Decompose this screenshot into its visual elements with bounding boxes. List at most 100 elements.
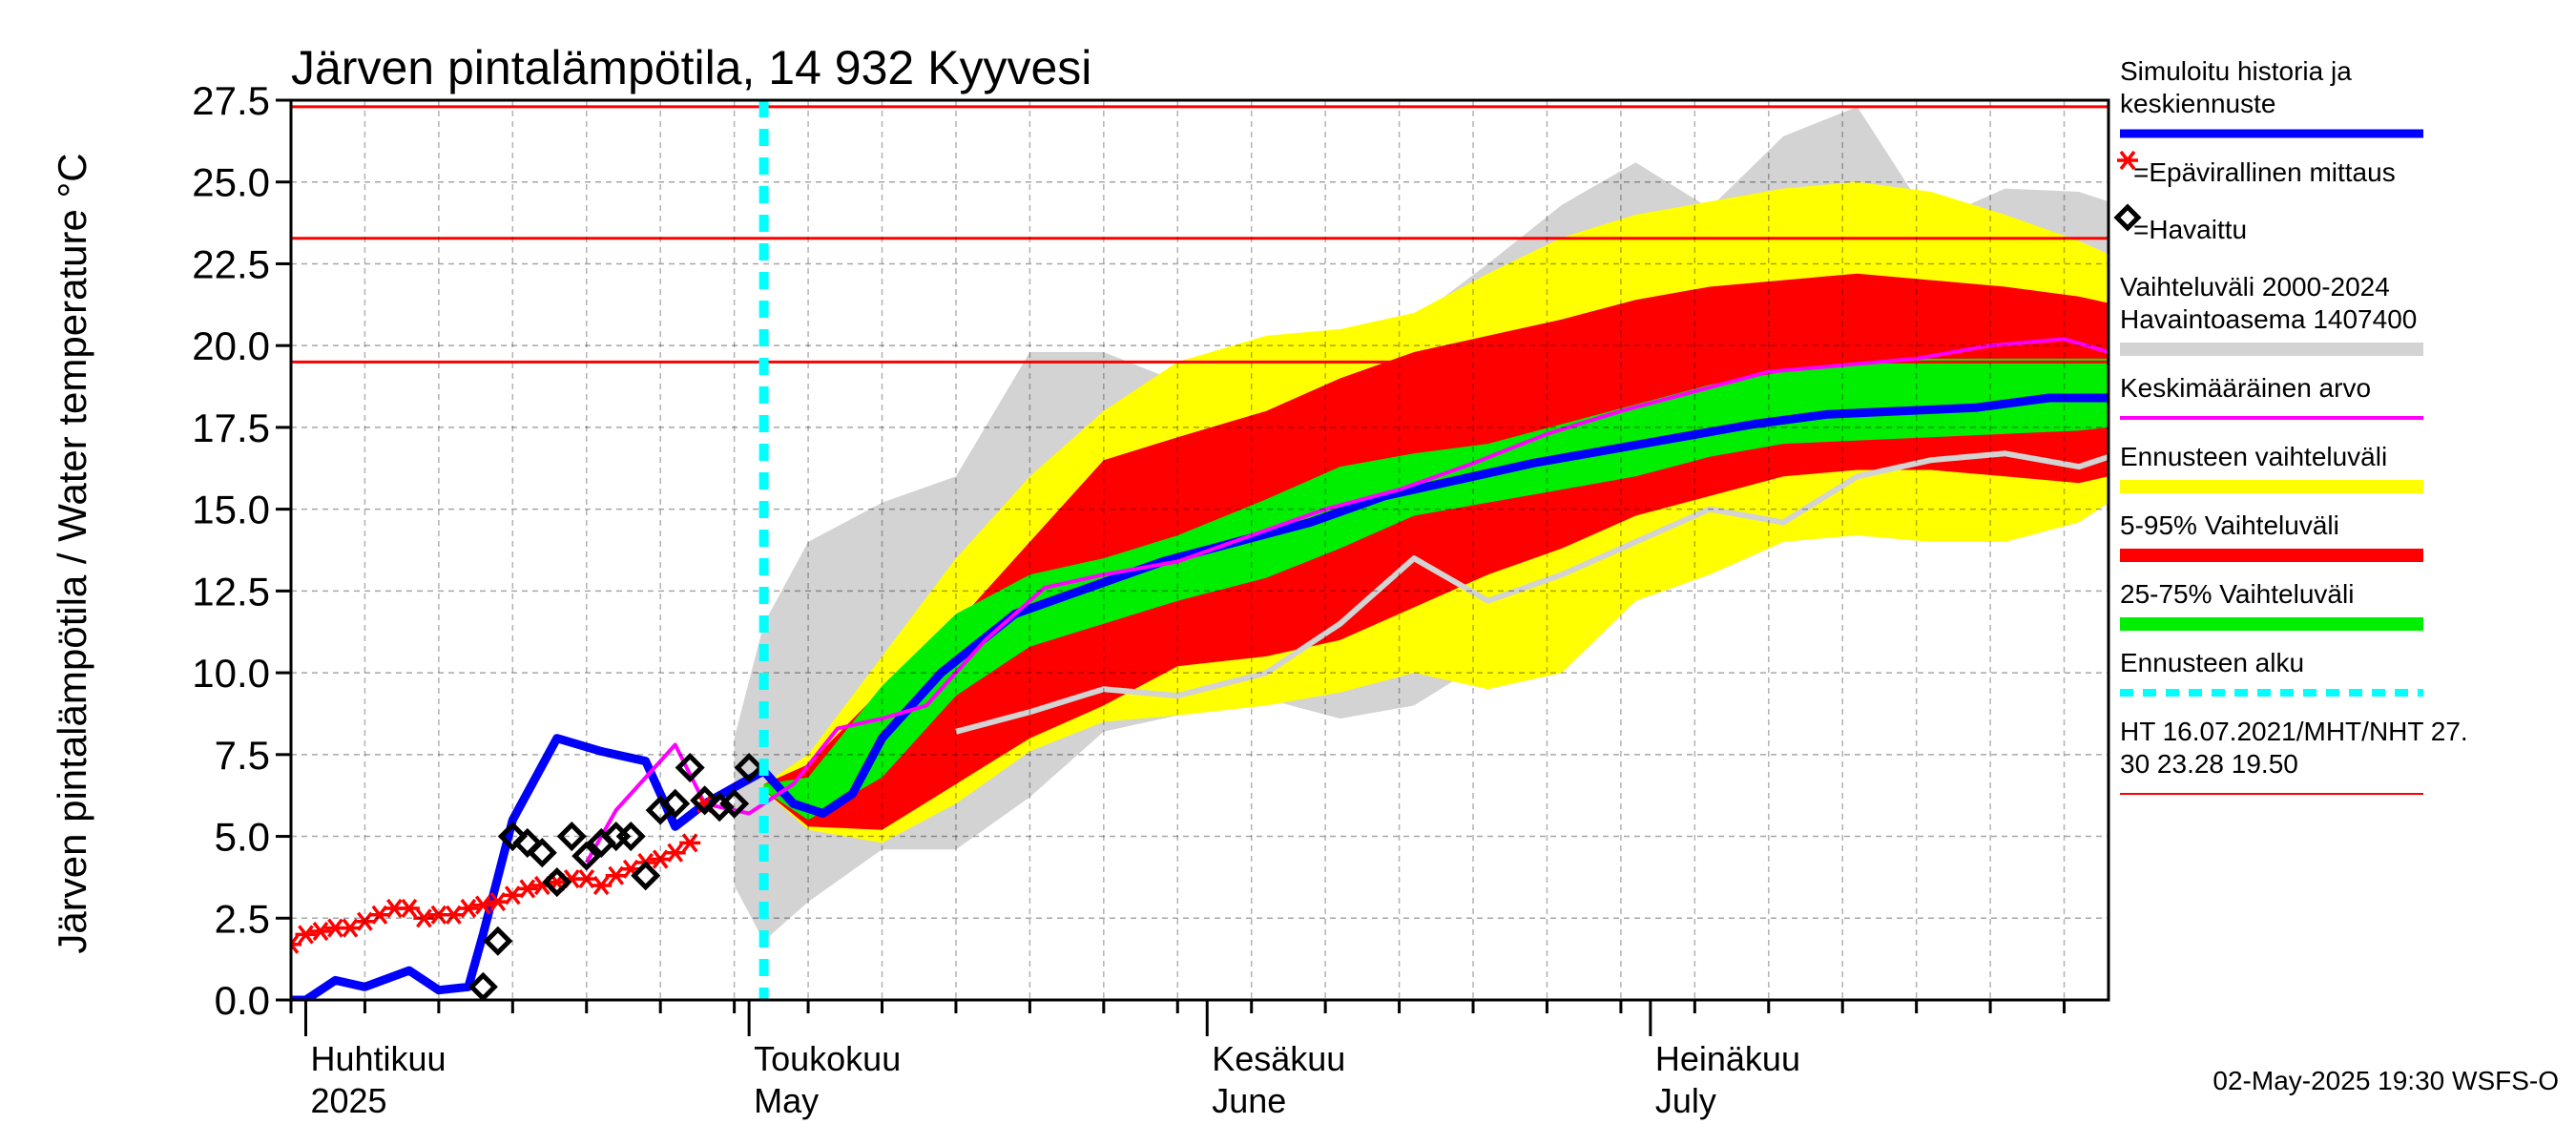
y-tick-label: 12.5 (192, 569, 270, 614)
legend-item-ht-16-07-2021-mht-nht-27-30-23-28-19-50: HT 16.07.2021/MHT/NHT 27. 30 23.28 19.50 (2120, 717, 2468, 795)
chart-title: Järven pintalämpötila, 14 932 Kyyvesi (291, 41, 1091, 94)
legend-item-vaihteluv-li-2000-2024-havaintoasema-1407400: Vaihteluväli 2000-2024 Havaintoasema 140… (2120, 272, 2423, 356)
legend-label: Vaihteluväli 2000-2024 (2120, 272, 2390, 302)
diamond-point (734, 752, 764, 783)
legend-label: Havaintoasema 1407400 (2120, 304, 2417, 334)
asterisk-point (516, 879, 538, 899)
legend-item-ennusteen-alku: Ennusteen alku (2120, 648, 2423, 697)
x-month-label: Toukokuu (754, 1039, 901, 1078)
asterisk-point (591, 875, 613, 896)
asterisk-stroke (401, 898, 418, 919)
x-month-sublabel: July (1655, 1081, 1716, 1120)
diamond-point (571, 841, 602, 871)
asterisk-stroke (386, 898, 403, 919)
legend-label: 30 23.28 19.50 (2120, 749, 2298, 779)
diamond-point (483, 926, 513, 956)
diamond-point (675, 752, 705, 783)
asterisk-stroke (578, 869, 595, 889)
diamond-point (512, 827, 543, 858)
legend-label: =Havaittu (2133, 215, 2247, 244)
y-tick-label: 10.0 (192, 651, 270, 696)
asterisk-point (664, 843, 686, 863)
x-month-label: Huhtikuu (310, 1039, 446, 1078)
line-vaihteluv-li-2000-2024-havaintoasema-1407400-historical-mean-trace (955, 450, 2109, 735)
asterisk-stroke (327, 918, 343, 938)
asterisk-stroke (416, 908, 432, 928)
x-month-sublabel: June (1212, 1081, 1286, 1120)
y-tick-label: 22.5 (192, 241, 270, 286)
legend-label: 5-95% Vaihteluväli (2120, 510, 2339, 540)
asterisk-point (295, 925, 317, 945)
diamond-point (631, 861, 661, 891)
asterisk-stroke (312, 921, 329, 942)
x-month-label: Kesäkuu (1212, 1039, 1345, 1078)
legend-label: =Epävirallinen mittaus (2133, 157, 2396, 187)
markers-havaittu (467, 752, 764, 1000)
legend-label: keskiennuste (2120, 89, 2275, 118)
asterisk-stroke (430, 905, 447, 925)
legend-item-keskim-r-inen-arvo: Keskimääräinen arvo (2120, 373, 2423, 420)
asterisk-stroke (681, 833, 698, 853)
legend-item-5-95-vaihteluv-li: 5-95% Vaihteluväli (2120, 510, 2423, 562)
asterisk-stroke (298, 925, 314, 945)
diamond-point (542, 867, 572, 898)
diamond-point (497, 822, 528, 852)
asterisk-stroke (291, 934, 300, 947)
legend-asterisk-icon (2117, 150, 2138, 171)
asterisk-stroke (2119, 150, 2136, 171)
asterisk-stroke (460, 898, 477, 919)
legend-item-25-75-vaihteluv-li: 25-75% Vaihteluväli (2120, 579, 2423, 631)
legend-label: HT 16.07.2021/MHT/NHT 27. (2120, 717, 2468, 746)
plot-content (291, 105, 2109, 1000)
asterisk-stroke (291, 941, 300, 954)
x-month-label: Heinäkuu (1655, 1039, 1800, 1078)
y-tick-label: 5.0 (215, 815, 270, 860)
asterisk-stroke (519, 879, 536, 899)
legend-label: 25-75% Vaihteluväli (2120, 579, 2354, 609)
legend-item-havaittu: =Havaittu (2113, 203, 2247, 244)
y-axis-label: Järven pintalämpötila / Water temperatur… (50, 153, 94, 953)
y-tick-label: 25.0 (192, 160, 270, 205)
y-tick-label: 7.5 (215, 733, 270, 778)
diamond-point (527, 838, 557, 868)
asterisk-point (413, 908, 435, 928)
y-tick-label: 2.5 (215, 896, 270, 941)
line-keskim-r-inen-arvo (585, 337, 2109, 864)
diamond-point (556, 822, 587, 852)
asterisk-point (457, 898, 479, 919)
legend-label: Simuloitu historia ja (2120, 56, 2352, 86)
plot-frame (289, 98, 2110, 1002)
diamond-point (690, 785, 720, 816)
y-tick-label: 15.0 (192, 488, 270, 532)
legend-label: Ennusteen vaihteluväli (2120, 442, 2387, 471)
asterisk-point (679, 833, 701, 853)
y-tick-label: 20.0 (192, 323, 270, 368)
legend-item-ep-virallinen-mittaus: =Epävirallinen mittaus (2117, 150, 2396, 187)
asterisk-stroke (474, 895, 491, 915)
asterisk-stroke (667, 843, 684, 863)
asterisk-stroke (592, 875, 610, 896)
grid (291, 99, 2109, 1001)
legend-label: Keskimääräinen arvo (2120, 373, 2371, 403)
diamond-point (719, 788, 750, 819)
footer-timestamp: 02-May-2025 19:30 WSFS-O (2212, 1066, 2559, 1095)
legend-label: Ennusteen alku (2120, 648, 2304, 677)
diamond-point (660, 788, 691, 819)
diamond-point (704, 792, 735, 822)
asterisk-point (472, 895, 494, 915)
asterisk-point (310, 921, 331, 942)
x-month-sublabel: May (754, 1081, 819, 1120)
legend-item-simuloitu-historia-ja-keskiennuste: Simuloitu historia ja keskiennuste (2120, 56, 2423, 138)
diamond-point (615, 822, 646, 852)
asterisk-point (398, 898, 420, 919)
legend-diamond-icon (2113, 203, 2142, 232)
y-tick-label: 17.5 (192, 406, 270, 450)
asterisk-point (291, 934, 301, 954)
legend-item-ennusteen-vaihteluv-li: Ennusteen vaihteluväli (2120, 442, 2423, 493)
diamond-point (467, 971, 498, 1000)
y-tick-label: 0.0 (215, 978, 270, 1023)
y-tick-label: 27.5 (192, 78, 270, 123)
plot-area: 0.0 2.5 5.0 7.5 10.0 12.5 15.0 17.5 20.0 22.5 25.0… (192, 78, 2110, 1120)
x-month-sublabel: 2025 (310, 1081, 386, 1120)
